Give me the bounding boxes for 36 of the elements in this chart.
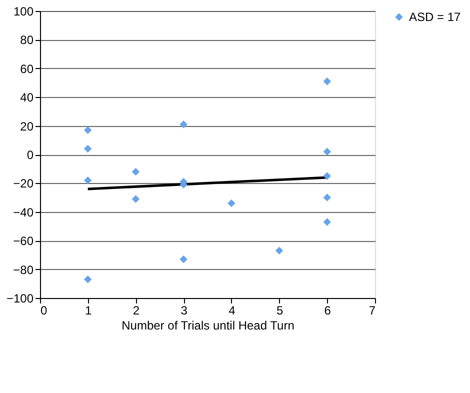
point — [84, 126, 92, 134]
y-tick-label: 0 — [26, 148, 34, 162]
point — [132, 168, 140, 176]
legend-label: ASD = 17 — [409, 10, 462, 24]
y-tick-label: 80 — [20, 33, 34, 48]
point — [323, 172, 332, 180]
y-tick-label: −100 — [6, 292, 34, 306]
point — [84, 144, 92, 153]
point — [84, 176, 92, 184]
point — [323, 77, 332, 86]
x-tick-label: 3 — [180, 304, 188, 318]
point — [84, 275, 92, 284]
x-tick-label: 0 — [40, 304, 48, 318]
point — [228, 199, 236, 208]
y-tick-label: 60 — [20, 62, 34, 76]
point — [132, 195, 140, 203]
y-tick-label: 100 — [13, 4, 34, 18]
y-tick-label: −40 — [13, 205, 34, 220]
x-tick-label: 4 — [228, 304, 236, 318]
point — [180, 120, 188, 128]
point — [323, 148, 332, 156]
point — [323, 194, 332, 202]
x-tick-label: 7 — [368, 304, 376, 318]
x-tick-label: 2 — [132, 304, 140, 318]
y-tick-label: −20 — [13, 176, 34, 191]
x-tick-label: 1 — [85, 304, 92, 318]
y-tick-label: 40 — [20, 90, 34, 105]
y-tick-label: 20 — [20, 119, 34, 134]
x-tick-label: 5 — [276, 304, 284, 318]
x-axis-title: Number of Trials until Head Turn — [122, 318, 294, 332]
point — [180, 255, 188, 264]
point — [323, 218, 332, 226]
point — [275, 246, 284, 255]
y-tick-label: −80 — [13, 262, 34, 277]
y-tick-label: −60 — [13, 234, 34, 248]
x-tick-label: 6 — [324, 304, 332, 318]
